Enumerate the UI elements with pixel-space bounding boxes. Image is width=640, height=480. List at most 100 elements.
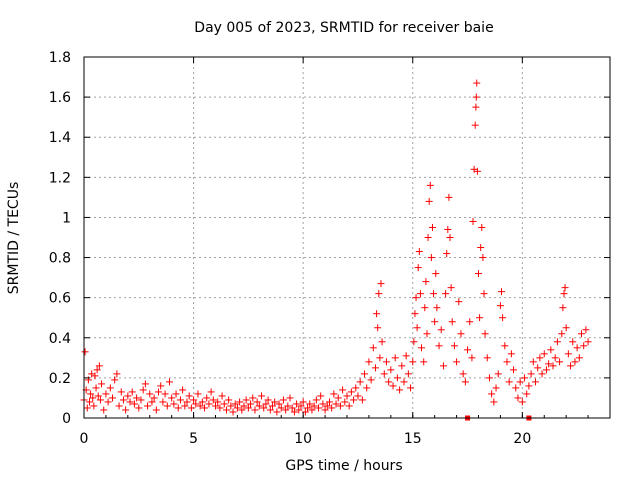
data-point (170, 400, 178, 408)
data-point (201, 404, 209, 412)
data-point (559, 304, 567, 312)
data-point (266, 406, 274, 414)
data-point (83, 404, 91, 412)
data-point (319, 400, 327, 408)
data-point (203, 394, 211, 402)
data-point (499, 314, 507, 322)
data-point (216, 404, 224, 412)
data-point (382, 358, 390, 366)
data-points (80, 79, 592, 416)
data-point (538, 370, 546, 378)
data-point (435, 342, 443, 350)
data-point (330, 390, 338, 398)
data-point (273, 408, 281, 416)
data-point (146, 390, 154, 398)
data-point (356, 378, 364, 386)
data-point (192, 400, 200, 408)
data-point (505, 378, 513, 386)
data-point (361, 370, 369, 378)
data-point (315, 404, 323, 412)
data-point (275, 400, 283, 408)
data-point (98, 380, 106, 388)
data-point (378, 338, 386, 346)
data-point (196, 402, 204, 410)
data-point (466, 318, 474, 326)
data-point (507, 350, 515, 358)
data-point (284, 402, 292, 410)
y-tick-label: 1.4 (49, 130, 71, 146)
data-point (220, 400, 228, 408)
data-point (523, 390, 531, 398)
data-point (168, 394, 176, 402)
data-point (490, 398, 498, 406)
data-point (564, 350, 572, 358)
data-point (365, 358, 373, 366)
data-point (321, 406, 329, 414)
data-point (341, 398, 349, 406)
data-point (293, 400, 301, 408)
data-point (575, 354, 583, 362)
data-point (455, 298, 463, 306)
plot-frame (83, 56, 611, 419)
data-point (430, 290, 438, 298)
data-point (485, 374, 493, 382)
data-point (475, 270, 482, 278)
data-point (152, 406, 160, 414)
data-point (492, 384, 500, 392)
data-point (443, 250, 451, 258)
data-point (253, 398, 261, 406)
data-point (531, 378, 539, 386)
y-tick-label: 1 (62, 210, 71, 226)
data-point (352, 384, 360, 392)
data-point (569, 338, 577, 346)
data-point (473, 167, 481, 175)
grid-lines (84, 57, 610, 418)
data-point (373, 310, 381, 318)
data-point (89, 394, 97, 402)
data-point (402, 352, 410, 360)
x-tick-label: 20 (513, 431, 531, 447)
data-point (376, 354, 384, 362)
data-point (286, 394, 294, 402)
data-point (339, 386, 347, 394)
data-point (471, 121, 479, 129)
data-point (483, 354, 491, 362)
data-point (214, 398, 222, 406)
data-point (479, 254, 487, 262)
data-point (350, 396, 358, 404)
data-point (393, 374, 401, 382)
data-point (571, 358, 579, 366)
data-point (375, 290, 383, 298)
data-point (231, 400, 239, 408)
data-point (354, 392, 362, 400)
data-point (407, 384, 415, 392)
data-point (135, 404, 143, 412)
data-point (414, 264, 422, 272)
data-point (117, 388, 125, 396)
data-point (126, 398, 134, 406)
data-point (94, 392, 102, 400)
data-point (420, 358, 428, 366)
data-point (323, 402, 331, 410)
data-point (334, 394, 342, 402)
data-point (437, 326, 445, 334)
data-point (410, 338, 418, 346)
data-point (181, 402, 189, 410)
data-point (578, 330, 586, 338)
data-point (472, 103, 480, 111)
data-point (478, 223, 486, 231)
data-point (448, 318, 456, 326)
data-point (444, 225, 452, 233)
data-point (558, 330, 566, 338)
data-point (345, 402, 353, 410)
data-point (545, 360, 553, 368)
data-point (91, 372, 99, 380)
data-point (207, 388, 215, 396)
data-point (442, 290, 450, 298)
data-point (222, 406, 230, 414)
data-point (424, 234, 432, 241)
data-point (255, 402, 263, 410)
data-point (179, 386, 187, 394)
x-tick-label: 10 (294, 431, 312, 447)
